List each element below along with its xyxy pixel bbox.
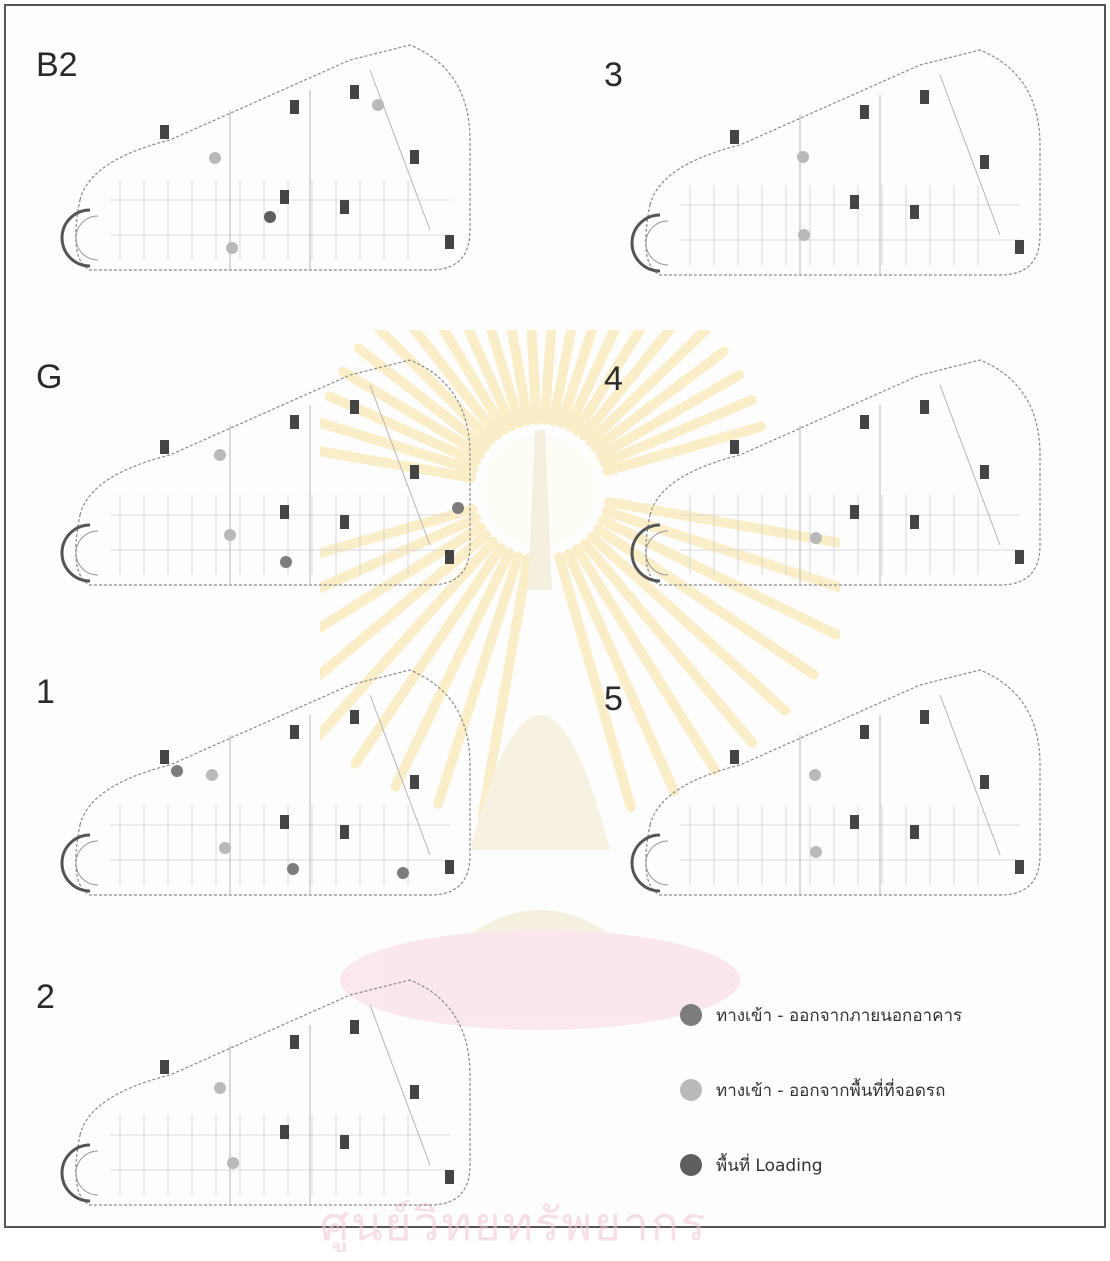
- floor-label-g: G: [36, 358, 63, 396]
- parking-entrance-marker: [798, 229, 810, 241]
- floor-label-5: 5: [604, 680, 623, 718]
- outside-entrance-dot-icon: [680, 1004, 702, 1026]
- floor-plan-5: [630, 669, 1041, 896]
- floor-label-3: 3: [604, 56, 623, 94]
- parking-entrance-marker: [209, 152, 221, 164]
- figure-frame: [4, 4, 1106, 1228]
- floor-label-2: 2: [36, 978, 55, 1016]
- parking-entrance-dot-icon: [680, 1079, 702, 1101]
- floor-plan-3: [630, 49, 1041, 276]
- floor-label-b2: B2: [36, 46, 78, 84]
- floor-plan-4: [630, 359, 1041, 586]
- parking-entrance-marker: [214, 1082, 226, 1094]
- floor-label-4: 4: [604, 360, 623, 398]
- legend: ทางเข้า - ออกจากภายนอกอาคาร ทางเข้า - ออ…: [680, 1000, 1090, 1225]
- parking-entrance-marker: [226, 242, 238, 254]
- floor-label-1: 1: [36, 673, 55, 711]
- parking-entrance-marker: [810, 532, 822, 544]
- loading-marker: [264, 211, 276, 223]
- outside-entrance-marker: [171, 765, 183, 777]
- legend-item-parking-entrance: ทางเข้า - ออกจากพื้นที่ที่จอดรถ: [680, 1075, 1090, 1105]
- legend-item-loading: พื้นที่ Loading: [680, 1150, 1090, 1180]
- floor-plan-1: [60, 669, 471, 896]
- parking-entrance-marker: [227, 1157, 239, 1169]
- parking-entrance-marker: [219, 842, 231, 854]
- outside-entrance-marker: [287, 863, 299, 875]
- legend-label-loading: พื้นที่ Loading: [716, 1155, 823, 1176]
- parking-entrance-marker: [797, 151, 809, 163]
- parking-entrance-marker: [372, 99, 384, 111]
- parking-entrance-marker: [214, 449, 226, 461]
- parking-entrance-marker: [224, 529, 236, 541]
- floor-plan-2: [60, 979, 471, 1206]
- legend-label-parking-entrance: ทางเข้า - ออกจากพื้นที่ที่จอดรถ: [716, 1080, 946, 1101]
- legend-label-outside-entrance: ทางเข้า - ออกจากภายนอกอาคาร: [716, 1005, 963, 1026]
- parking-entrance-marker: [206, 769, 218, 781]
- parking-entrance-marker: [810, 846, 822, 858]
- floor-plan-b2: [60, 44, 471, 271]
- parking-entrance-marker: [809, 769, 821, 781]
- legend-item-outside-entrance: ทางเข้า - ออกจากภายนอกอาคาร: [680, 1000, 1090, 1030]
- outside-entrance-marker: [280, 556, 292, 568]
- loading-dot-icon: [680, 1154, 702, 1176]
- floor-plan-g: [60, 359, 471, 586]
- outside-entrance-marker: [397, 867, 409, 879]
- outside-entrance-marker: [452, 502, 464, 514]
